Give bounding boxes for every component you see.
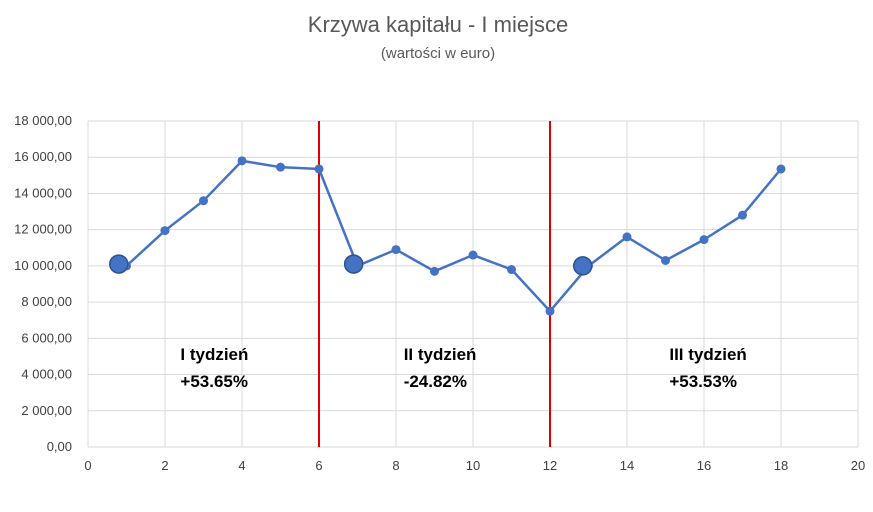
week-start-marker <box>109 254 129 274</box>
x-tick-label: 20 <box>851 458 865 473</box>
chart-subtitle: (wartości w euro) <box>381 45 495 62</box>
y-tick-label: 8 000,00 <box>21 294 72 309</box>
gridlines <box>87 120 859 448</box>
y-tick-label: 2 000,00 <box>21 403 72 418</box>
x-tick-label: 6 <box>315 458 322 473</box>
y-tick-label: 18 000,00 <box>14 113 72 128</box>
data-point <box>199 196 208 206</box>
x-tick-label: 16 <box>697 458 711 473</box>
data-point <box>391 245 401 255</box>
data-point <box>661 255 670 265</box>
y-tick-label: 14 000,00 <box>14 185 72 200</box>
data-point <box>468 250 478 260</box>
data-point <box>276 162 285 172</box>
x-tick-label: 10 <box>466 458 480 473</box>
x-tick-label: 0 <box>84 458 91 473</box>
data-point <box>622 232 632 242</box>
x-tick-label: 2 <box>161 458 168 473</box>
y-tick-label: 12 000,00 <box>14 222 72 237</box>
data-point <box>160 226 170 236</box>
x-tick-label: 12 <box>543 458 557 473</box>
data-point <box>430 266 439 276</box>
week-divider-lines <box>318 121 551 447</box>
data-point <box>699 235 709 245</box>
data-point <box>507 265 516 275</box>
week-label: I tydzień <box>180 345 248 364</box>
y-axis-tick-labels: 0,00 2 000,00 4 000,00 6 000,00 8 000,00 10 0… <box>14 113 72 454</box>
data-point <box>237 156 247 166</box>
x-axis-tick-labels: 0 2 4 6 8 10 12 14 16 18 20 <box>84 458 865 473</box>
x-tick-label: 18 <box>774 458 788 473</box>
week-change-percent: -24.82% <box>404 372 467 391</box>
y-tick-label: 6 000,00 <box>21 330 72 345</box>
y-tick-label: 4 000,00 <box>21 367 72 382</box>
y-tick-label: 0,00 <box>47 439 72 454</box>
week-change-percent: +53.53% <box>669 372 737 391</box>
week-start-marker <box>343 254 364 274</box>
chart-title: Krzywa kapitału - I miejsce <box>308 12 568 37</box>
y-tick-label: 10 000,00 <box>14 258 72 273</box>
week-change-percent: +53.65% <box>180 372 248 391</box>
series-line <box>125 159 782 313</box>
week-label: II tydzień <box>404 345 477 364</box>
capital-series <box>109 156 786 316</box>
week-label: III tydzień <box>669 345 746 364</box>
x-tick-label: 4 <box>238 458 245 473</box>
data-point <box>314 164 324 174</box>
week-annotations: I tydzień +53.65% II tydzień -24.82% III tyd… <box>180 345 746 391</box>
x-tick-label: 8 <box>392 458 399 473</box>
week-start-marker <box>572 256 593 276</box>
data-point <box>776 164 786 174</box>
data-point <box>738 210 747 220</box>
y-tick-label: 16 000,00 <box>14 149 72 164</box>
x-tick-label: 14 <box>620 458 634 473</box>
data-point <box>545 306 555 316</box>
